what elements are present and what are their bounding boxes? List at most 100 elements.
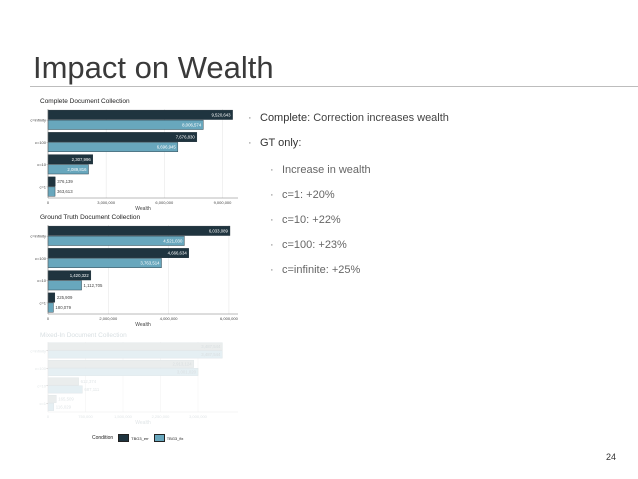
- chart-complete-collection: 0 3,000,000 6,000,000 9,000,000 Wealth c=infi…: [30, 109, 238, 212]
- y-category-label: c=100: [35, 256, 47, 261]
- legend-label-err: TBG3_err: [131, 435, 149, 441]
- bullet-dot-icon: ·: [248, 137, 252, 149]
- bar-TBG3_fix: [47, 350, 223, 359]
- chart-mixed-in-collection: 0 750,000 1,500,000 2,250,000 3,000,000 Wealt…: [30, 342, 238, 426]
- x-tick-label: 3,000,000: [189, 414, 208, 419]
- bullet-item: · Complete: Correction increases wealth: [248, 112, 449, 124]
- bar-TBG3_err: [47, 109, 233, 120]
- x-tick-label: 1,500,000: [114, 414, 133, 419]
- bullet-item: · Increase in wealth: [270, 164, 371, 176]
- x-axis-label: Wealth: [135, 420, 151, 426]
- legend-label-fix: TBG3_fix: [166, 435, 184, 441]
- slide-title: Impact on Wealth: [33, 50, 274, 85]
- legend-swatch-err: [118, 434, 130, 442]
- data-label: 165,509: [58, 396, 74, 401]
- y-category-label: c=10: [37, 162, 47, 167]
- x-tick-label: 0: [47, 316, 50, 321]
- x-tick-label: 6,000,000: [155, 200, 174, 205]
- bullet-text: Increase in wealth: [282, 164, 371, 176]
- data-label: 1,420,322: [70, 273, 90, 278]
- x-tick-label: 0: [47, 200, 50, 205]
- page-number: 24: [606, 452, 617, 462]
- x-tick-label: 2,250,000: [152, 414, 171, 419]
- data-label: 7,676,830: [176, 135, 196, 140]
- bar-TBG3_fix: [47, 403, 55, 411]
- x-tick-label: 9,000,000: [214, 200, 233, 205]
- bullet-dot-icon: ·: [270, 264, 274, 276]
- x-tick-label: 0: [47, 414, 50, 419]
- data-label: 3,763,514: [140, 261, 160, 266]
- bar-TBG3_err: [47, 342, 223, 351]
- bullet-label: Complete: [260, 112, 308, 124]
- bar-TBG3_err: [47, 377, 79, 386]
- bullet-dot-icon: ·: [270, 164, 274, 176]
- bullet-dot-icon: ·: [248, 112, 252, 124]
- data-label: 363,613: [57, 189, 73, 194]
- data-label: 8,006,574: [182, 122, 202, 127]
- data-label: 612,374: [81, 379, 97, 384]
- bullet-text: c=100: +23%: [282, 239, 347, 251]
- bar-TBG3_err: [47, 225, 231, 236]
- bullet-text: c=infinite: +25%: [282, 264, 361, 276]
- chart-2-title: Ground Truth Document Collection: [40, 214, 141, 221]
- data-label: 3,487,544: [201, 344, 221, 349]
- data-label: 2,307,996: [72, 157, 92, 162]
- y-category-label: c=100: [35, 366, 47, 371]
- x-axis-label: Wealth: [135, 322, 151, 328]
- data-label: 225,909: [57, 295, 73, 300]
- chart-legend: Condition TBG3_err TBG3_fix: [92, 433, 183, 443]
- y-category-label: c=100: [35, 140, 47, 145]
- y-category-label: c=1: [39, 401, 46, 406]
- y-category-label: c=infinity: [30, 234, 46, 239]
- bullet-dot-icon: ·: [270, 239, 274, 251]
- data-label: 6,696,945: [157, 145, 177, 150]
- data-label: 687,111: [84, 387, 100, 392]
- legend-swatch-fix: [153, 434, 165, 442]
- bar-TBG3_err: [47, 132, 198, 142]
- bullet-item: · c=100: +23%: [270, 239, 347, 251]
- data-label: 4,521,030: [163, 238, 183, 243]
- x-tick-label: 2,000,000: [99, 316, 118, 321]
- bar-TBG3_fix: [47, 186, 56, 197]
- chart-1-title: Complete Document Collection: [40, 98, 130, 105]
- bar-TBG3_err: [47, 395, 57, 403]
- bar-TBG3_fix: [47, 385, 83, 394]
- bar-TBG3_fix: [47, 119, 204, 130]
- bullet-text: c=1: +20%: [282, 189, 335, 201]
- bar-TBG3_fix: [47, 280, 82, 291]
- bullet-text: c=10: +22%: [282, 214, 341, 226]
- data-label: 1,112,705: [84, 283, 103, 288]
- data-label: 3,001,020: [177, 369, 197, 374]
- bullet-text: : Correction increases wealth: [307, 112, 449, 124]
- bullet-dot-icon: ·: [270, 189, 274, 201]
- bullet-item: · c=1: +20%: [270, 189, 335, 201]
- bar-TBG3_err: [47, 292, 56, 303]
- data-label: 6,033,089: [209, 228, 229, 233]
- x-tick-label: 3,000,000: [97, 200, 116, 205]
- bullet-text: :: [298, 137, 302, 149]
- data-label: 116,029: [56, 404, 72, 409]
- bullet-item: · GT only:: [248, 137, 302, 149]
- y-category-label: c=infinity: [30, 118, 46, 123]
- y-category-label: c=10: [37, 278, 47, 283]
- x-tick-label: 6,000,000: [220, 316, 239, 321]
- title-divider: [30, 86, 638, 87]
- x-tick-label: 4,000,000: [160, 316, 179, 321]
- bar-TBG3_fix: [47, 302, 54, 313]
- data-label: 2,913,124: [173, 361, 193, 366]
- chart-3-title: Mixed-In Document Collection: [40, 332, 127, 339]
- bullet-dot-icon: ·: [270, 214, 274, 226]
- legend-title: Condition: [92, 435, 114, 441]
- data-label: 376,139: [57, 179, 73, 184]
- x-axis-label: Wealth: [135, 206, 151, 212]
- bullet-label: GT only: [260, 137, 299, 149]
- bullet-item: · c=infinite: +25%: [270, 264, 361, 276]
- chart-ground-truth-collection: 0 2,000,000 4,000,000 6,000,000 Wealth c=infi…: [30, 225, 239, 328]
- bullet-item: · c=10: +22%: [270, 214, 341, 226]
- y-category-label: c=1: [39, 184, 46, 189]
- data-label: 9,520,643: [211, 112, 231, 117]
- y-category-label: c=1: [39, 300, 46, 305]
- y-category-label: c=10: [37, 383, 47, 388]
- data-label: 2,089,816: [67, 167, 87, 172]
- bar-TBG3_err: [47, 176, 56, 187]
